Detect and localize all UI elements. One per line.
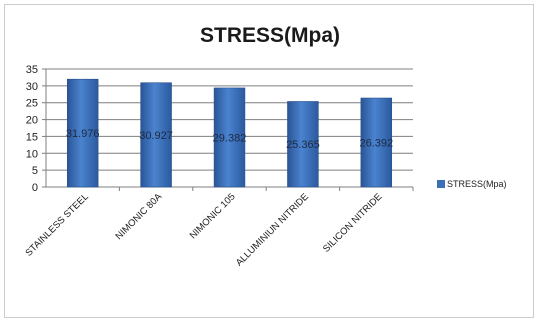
bar bbox=[140, 82, 172, 188]
x-tick-label: STAINLESS STEEL bbox=[23, 191, 90, 258]
legend: STRESS(Mpa) bbox=[437, 179, 507, 189]
data-label: 26.392 bbox=[359, 138, 393, 150]
y-tick-label: 5 bbox=[32, 165, 38, 177]
bar bbox=[360, 97, 393, 188]
data-label: 29.382 bbox=[213, 132, 247, 144]
x-tick-label: NIMONIC 80A bbox=[114, 191, 165, 242]
y-tick-label: 30 bbox=[26, 81, 38, 93]
y-tick-label: 0 bbox=[32, 182, 38, 194]
x-tick-label: SILICON NITRIDE bbox=[321, 191, 384, 254]
legend-label: STRESS(Mpa) bbox=[447, 179, 507, 189]
data-label: 31.976 bbox=[66, 128, 100, 140]
x-tick-label: ALLUMINIUN NITRIDE bbox=[234, 191, 311, 268]
data-label: 30.927 bbox=[139, 130, 173, 142]
y-tick-label: 15 bbox=[26, 131, 38, 143]
bar bbox=[213, 87, 246, 188]
y-tick-label: 10 bbox=[26, 148, 38, 160]
data-label: 25.365 bbox=[286, 139, 320, 151]
bar bbox=[287, 101, 319, 188]
y-tick-label: 25 bbox=[26, 98, 38, 110]
legend-swatch bbox=[437, 180, 445, 188]
bar bbox=[66, 78, 99, 188]
y-tick-label: 20 bbox=[26, 115, 38, 127]
chart-title: STRESS(Mpa) bbox=[199, 24, 340, 47]
y-tick-label: 35 bbox=[26, 64, 38, 76]
x-tick-label: NIMONIC 105 bbox=[188, 191, 238, 241]
